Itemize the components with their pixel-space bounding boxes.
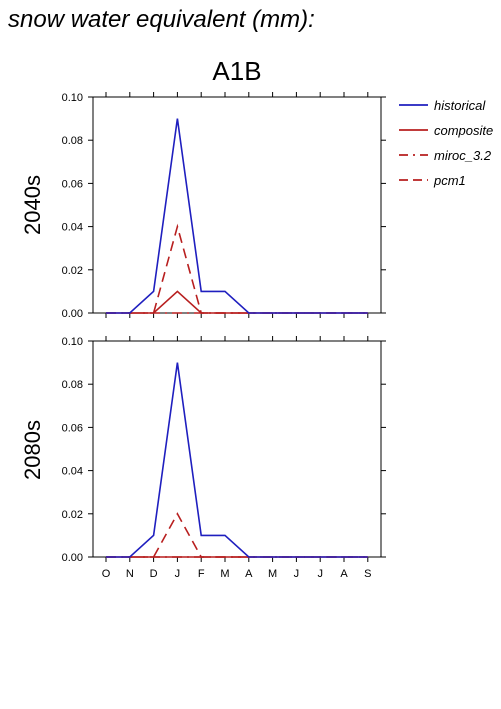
legend-label: miroc_3.2 [434, 148, 492, 163]
y-tick-label: 0.08 [62, 135, 83, 147]
series-line-historical [106, 362, 368, 558]
x-tick-label: N [126, 568, 134, 580]
x-tick-label: A [245, 568, 253, 580]
y-tick-label: 0.10 [62, 336, 83, 348]
y-tick-label: 0.00 [62, 308, 83, 320]
x-tick-label: S [364, 568, 371, 580]
series-line-pcm1 [106, 512, 368, 558]
row-label: 2080s [20, 420, 45, 480]
x-tick-label: A [340, 568, 348, 580]
y-tick-label: 0.00 [62, 552, 83, 564]
x-tick-label: J [294, 568, 300, 580]
panel-2040s: 0.00 0.02 0.04 0.06 0.08 0.10 2040s [20, 92, 386, 320]
y-tick-label: 0.06 [62, 178, 83, 190]
page-title: snow water equivalent (mm): [8, 6, 315, 33]
x-tick-label: O [102, 568, 111, 580]
plot-frame [92, 96, 382, 314]
y-tick-label: 0.06 [62, 422, 83, 434]
panel-2080s: 0.00 0.02 0.04 0.06 0.08 0.10 O N D J F M A M J J A S 2080… [20, 336, 386, 580]
y-tick-label: 0.04 [62, 466, 83, 478]
y-tick-label: 0.02 [62, 509, 83, 521]
y-tick-label: 0.04 [62, 222, 83, 234]
scenario-title: A1B [212, 56, 262, 86]
x-tick-label: J [317, 568, 323, 580]
y-tick-label: 0.10 [62, 92, 83, 104]
y-tick-label: 0.02 [62, 265, 83, 277]
x-tick-label: D [150, 568, 158, 580]
plot-frame [92, 340, 382, 558]
x-tick-label: F [198, 568, 205, 580]
series-line-historical [106, 118, 368, 314]
legend-label: pcm1 [433, 173, 466, 188]
legend: historical composite miroc_3.2 pcm1 [399, 98, 493, 188]
legend-label: composite [434, 123, 493, 138]
legend-label: historical [434, 98, 486, 113]
x-tick-label: M [268, 568, 277, 580]
y-tick-label: 0.08 [62, 379, 83, 391]
x-tick-label: M [220, 568, 229, 580]
x-tick-label: J [175, 568, 181, 580]
row-label: 2040s [20, 175, 45, 235]
